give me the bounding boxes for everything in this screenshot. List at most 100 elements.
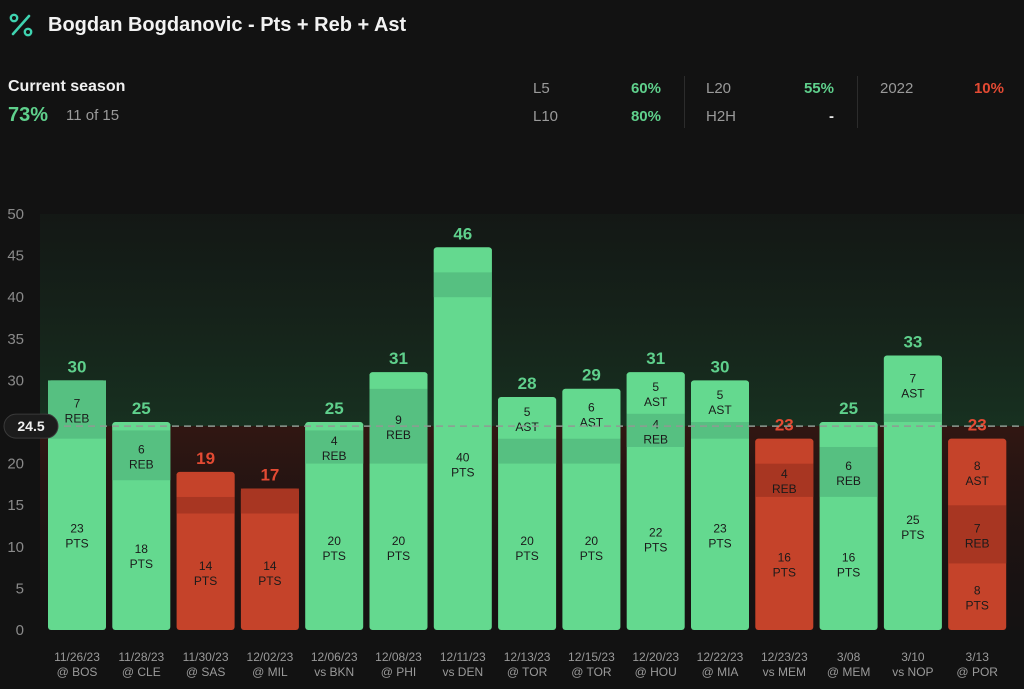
x-tick-date: 12/08/23 bbox=[375, 650, 422, 664]
y2022-label: 2022 bbox=[880, 80, 914, 97]
bar bbox=[883, 355, 942, 630]
l20-label: L20 bbox=[706, 80, 732, 97]
bar-segment-reb bbox=[112, 430, 171, 481]
segment-stat-label: REB bbox=[965, 536, 990, 550]
bar bbox=[691, 380, 749, 630]
bar-segment-reb bbox=[819, 446, 878, 497]
segment-value-label: 8 bbox=[974, 459, 981, 473]
current-season-label: Current season bbox=[8, 78, 126, 95]
y-tick-label: 45 bbox=[7, 248, 24, 265]
segment-stat-label: PTS bbox=[644, 540, 667, 554]
bar-segment-ast bbox=[498, 399, 557, 439]
segment-stat-label: PTS bbox=[580, 549, 603, 563]
segment-stat-label: PTS bbox=[258, 574, 281, 588]
segment-value-label: 5 bbox=[652, 380, 659, 394]
x-tick-date: 3/08 bbox=[837, 650, 861, 664]
percent-icon bbox=[9, 13, 33, 37]
x-tick-date: 11/30/23 bbox=[183, 650, 229, 664]
segment-stat-label: PTS bbox=[130, 557, 153, 571]
bar-total-label: 30 bbox=[68, 357, 87, 376]
x-tick-opponent: @ POR bbox=[956, 665, 998, 679]
stats-divider bbox=[684, 76, 685, 128]
bar-total-label: 46 bbox=[453, 224, 472, 243]
current-season-count: 11 of 15 bbox=[66, 107, 120, 124]
y-tick-label: 20 bbox=[7, 456, 24, 473]
segment-stat-label: PTS bbox=[901, 528, 924, 542]
segment-value-label: 6 bbox=[588, 401, 595, 415]
l5-value: 60% bbox=[630, 80, 661, 97]
l20-value: 55% bbox=[803, 80, 834, 97]
segment-value-label: 16 bbox=[778, 550, 792, 564]
bar bbox=[240, 488, 299, 630]
segment-stat-label: PTS bbox=[837, 565, 860, 579]
x-tick-opponent: vs BKN bbox=[314, 665, 354, 679]
bar-total-label: 29 bbox=[582, 366, 601, 385]
bar-segment-ast bbox=[948, 440, 1007, 506]
bar-segment-reb bbox=[562, 438, 621, 464]
current-season-pct: 73% bbox=[8, 104, 49, 126]
segment-value-label: 22 bbox=[649, 525, 663, 539]
x-tick-date: 3/10 bbox=[901, 650, 925, 664]
bar-total-label: 17 bbox=[260, 466, 279, 485]
segment-value-label: 20 bbox=[585, 534, 599, 548]
y-tick-label: 10 bbox=[7, 539, 24, 556]
bar-segment-ast bbox=[691, 382, 749, 422]
bar-segment-reb bbox=[626, 413, 685, 447]
segment-value-label: 23 bbox=[70, 521, 84, 535]
segment-value-label: 7 bbox=[974, 521, 981, 535]
bar-segment-reb bbox=[883, 413, 942, 422]
segment-stat-label: REB bbox=[322, 449, 347, 463]
segment-stat-label: REB bbox=[129, 457, 154, 471]
x-tick-date: 12/11/23 bbox=[440, 650, 486, 664]
l10-label: L10 bbox=[533, 108, 559, 125]
segment-value-label: 4 bbox=[652, 417, 659, 431]
stacked-bar-chart: 051015202530354045503023PTS7REB11/26/23@… bbox=[3, 206, 1024, 679]
segment-value-label: 14 bbox=[263, 559, 277, 573]
bar-segment-ast bbox=[819, 424, 878, 447]
h2h-value: - bbox=[829, 108, 834, 125]
segment-value-label: 14 bbox=[199, 559, 213, 573]
x-tick-opponent: @ TOR bbox=[507, 665, 548, 679]
x-tick-date: 12/22/23 bbox=[697, 650, 744, 664]
segment-value-label: 5 bbox=[717, 388, 724, 402]
segment-stat-label: AST bbox=[515, 420, 539, 434]
bar-segment-reb bbox=[498, 438, 557, 464]
bar-total-label: 31 bbox=[389, 349, 408, 368]
l10-value: 80% bbox=[630, 108, 661, 125]
y-tick-label: 50 bbox=[7, 206, 24, 223]
h2h-label: H2H bbox=[706, 108, 737, 125]
segment-value-label: 6 bbox=[845, 459, 852, 473]
x-tick-date: 12/15/23 bbox=[568, 650, 615, 664]
x-tick-opponent: @ BOS bbox=[57, 665, 98, 679]
segment-stat-label: AST bbox=[580, 416, 604, 430]
bar-total-label: 33 bbox=[903, 332, 922, 351]
segment-stat-label: AST bbox=[966, 474, 990, 488]
x-tick-date: 12/06/23 bbox=[311, 650, 358, 664]
x-tick-date: 12/13/23 bbox=[504, 650, 551, 664]
bar bbox=[433, 247, 492, 630]
segment-value-label: 4 bbox=[781, 467, 788, 481]
above-line-zone bbox=[40, 214, 1024, 427]
x-tick-opponent: @ SAS bbox=[186, 665, 226, 679]
bar-segment-ast bbox=[626, 374, 685, 414]
bar-segment-ast bbox=[755, 440, 814, 464]
bar-segment-ast bbox=[883, 357, 942, 414]
bar-segment-reb bbox=[691, 422, 749, 439]
y-tick-label: 15 bbox=[7, 497, 24, 514]
segment-stat-label: PTS bbox=[323, 549, 346, 563]
header: Bogdan Bogdanovic - Pts + Reb + Ast bbox=[0, 0, 1024, 56]
x-tick-date: 12/02/23 bbox=[247, 650, 294, 664]
y-tick-label: 35 bbox=[7, 331, 24, 348]
x-tick-opponent: @ HOU bbox=[635, 665, 677, 679]
segment-stat-label: PTS bbox=[515, 549, 538, 563]
segment-value-label: 20 bbox=[520, 534, 534, 548]
segment-stat-label: PTS bbox=[194, 574, 217, 588]
threshold-badge bbox=[3, 413, 59, 439]
bar-segment-ast bbox=[112, 424, 171, 431]
segment-value-label: 6 bbox=[138, 442, 145, 456]
segment-stat-label: PTS bbox=[387, 549, 410, 563]
segment-stat-label: REB bbox=[836, 474, 861, 488]
segment-value-label: 20 bbox=[328, 534, 342, 548]
segment-value-label: 40 bbox=[456, 451, 470, 465]
y-tick-label: 0 bbox=[16, 622, 24, 639]
